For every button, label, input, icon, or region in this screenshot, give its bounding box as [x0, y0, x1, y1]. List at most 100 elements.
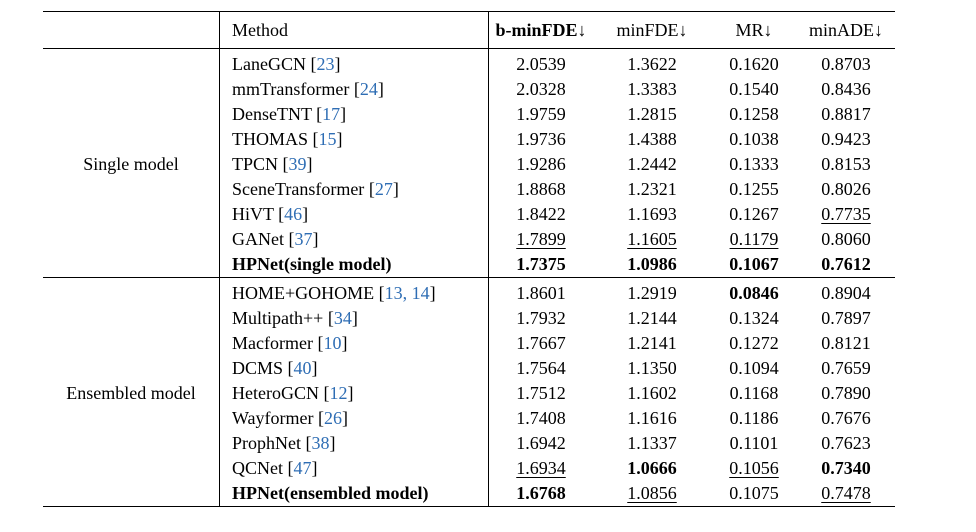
value-text: 1.0986	[627, 254, 677, 274]
method-cell: LaneGCN [23]	[219, 48, 489, 77]
citation-link[interactable]: 39	[288, 154, 307, 174]
value-text: 0.7890	[821, 383, 871, 403]
citation-link[interactable]: 40	[293, 358, 312, 378]
minfde-value: 1.0666	[593, 456, 711, 481]
value-text: 0.1258	[729, 104, 779, 124]
method-name: ProphNet	[232, 433, 301, 453]
value-text: 0.1056	[729, 458, 779, 478]
minfde-value: 1.3383	[593, 77, 711, 102]
mr-value: 0.1333	[711, 152, 797, 177]
value-text: 1.9736	[516, 129, 566, 149]
value-text: 0.7735	[821, 204, 871, 224]
citation-link[interactable]: 12	[329, 383, 348, 403]
citation-link[interactable]: 17	[322, 104, 341, 124]
citation-link[interactable]: 27	[374, 179, 393, 199]
table-row: DenseTNT [17] 1.9759 1.2815 0.1258 0.8817	[43, 102, 895, 127]
citation-link[interactable]: 13, 14	[384, 283, 430, 303]
value-text: 1.8868	[516, 179, 566, 199]
citation-link[interactable]: 37	[294, 229, 313, 249]
table-row: TPCN [39] 1.9286 1.2442 0.1333 0.8153	[43, 152, 895, 177]
minade-value: 0.7897	[797, 306, 895, 331]
citation-link[interactable]: 26	[324, 408, 343, 428]
minfde-value: 1.4388	[593, 127, 711, 152]
citation-link[interactable]: 34	[333, 308, 352, 328]
value-text: 0.7623	[821, 433, 871, 453]
value-text: 1.0856	[627, 483, 677, 503]
b-minfde-value: 2.0328	[488, 77, 593, 102]
mr-value: 0.1258	[711, 102, 797, 127]
table-row: mmTransformer [24] 2.0328 1.3383 0.1540 0.84…	[43, 77, 895, 102]
table-row: Single model LaneGCN [23] 2.0539 1.3622 0.16…	[43, 48, 895, 278]
minfde-value: 1.1350	[593, 356, 711, 381]
b-minfde-value: 1.7667	[488, 331, 593, 356]
citation-link[interactable]: 46	[284, 204, 303, 224]
minfde-value: 1.3622	[593, 48, 711, 77]
value-text: 0.1267	[729, 204, 779, 224]
citation-link[interactable]: 38	[311, 433, 330, 453]
value-text: 0.1272	[729, 333, 779, 353]
table-row: HPNet(single model) 1.7375 1.0986 0.1067 0.7…	[43, 252, 895, 278]
method-cell: HOME+GOHOME [13, 14]	[219, 277, 489, 306]
minade-value: 0.7659	[797, 356, 895, 381]
value-text: 1.2815	[627, 104, 677, 124]
header-minade: minADE↓	[797, 11, 895, 49]
mr-value: 0.1094	[711, 356, 797, 381]
value-text: 0.7897	[821, 308, 871, 328]
citation-link[interactable]: 47	[293, 458, 312, 478]
b-minfde-value: 1.7899	[488, 227, 593, 252]
table-row: Multipath++ [34] 1.7932 1.2144 0.1324 0.7897	[43, 306, 895, 331]
mr-value: 0.1324	[711, 306, 797, 331]
value-text: 2.0328	[516, 79, 566, 99]
citation-link[interactable]: 15	[318, 129, 337, 149]
table-row: HiVT [46] 1.8422 1.1693 0.1267 0.7735	[43, 202, 895, 227]
method-cell: TPCN [39]	[232, 154, 313, 174]
header-minfde: minFDE↓	[593, 11, 711, 49]
value-text: 0.1540	[729, 79, 779, 99]
minade-value: 0.7890	[797, 381, 895, 406]
value-text: 1.0666	[627, 458, 677, 478]
value-text: 1.4388	[627, 129, 677, 149]
minade-value: 0.8904	[797, 277, 895, 306]
minade-value: 0.8817	[797, 102, 895, 127]
method-cell: QCNet [47]	[232, 458, 318, 478]
value-text: 0.1255	[729, 179, 779, 199]
method-cell: Wayformer [26]	[232, 408, 349, 428]
value-text: 0.8060	[821, 229, 871, 249]
minade-value: 0.7735	[797, 202, 895, 227]
method-cell: HPNet(single model)	[220, 252, 489, 278]
value-text: 0.8703	[821, 54, 871, 74]
value-text: 1.7667	[516, 333, 566, 353]
value-text: 1.2321	[627, 179, 677, 199]
value-text: 1.1602	[627, 383, 677, 403]
value-text: 0.8026	[821, 179, 871, 199]
value-text: 0.1179	[729, 229, 779, 249]
value-text: 1.1616	[627, 408, 677, 428]
minade-value: 0.7623	[797, 431, 895, 456]
value-text: 0.8904	[821, 283, 871, 303]
minade-value: 0.8153	[797, 152, 895, 177]
value-text: 1.6942	[516, 433, 566, 453]
method-cell: HiVT [46]	[232, 204, 309, 224]
method-name: Macformer	[232, 333, 313, 353]
value-text: 1.8601	[516, 283, 566, 303]
header-method: Method	[219, 11, 489, 49]
value-text: 0.7612	[821, 254, 871, 274]
table-row: ProphNet [38] 1.6942 1.1337 0.1101 0.7623	[43, 431, 895, 456]
method-name: QCNet	[232, 458, 283, 478]
citation-link[interactable]: 23	[316, 54, 335, 74]
value-text: 0.0846	[729, 283, 779, 303]
minade-value: 0.9423	[797, 127, 895, 152]
minfde-value: 1.1605	[593, 227, 711, 252]
value-text: 1.1350	[627, 358, 677, 378]
method-cell: THOMAS [15]	[232, 129, 343, 149]
method-name: HeteroGCN	[232, 383, 319, 403]
method-name: HiVT	[232, 204, 274, 224]
value-text: 0.8153	[821, 154, 871, 174]
value-text: 1.9759	[516, 104, 566, 124]
b-minfde-value: 1.6768	[488, 481, 593, 507]
minfde-value: 1.1693	[593, 202, 711, 227]
citation-link[interactable]: 24	[359, 79, 378, 99]
citation-link[interactable]: 10	[323, 333, 342, 353]
value-text: 1.7899	[516, 229, 566, 249]
minfde-value: 1.0856	[593, 481, 711, 507]
